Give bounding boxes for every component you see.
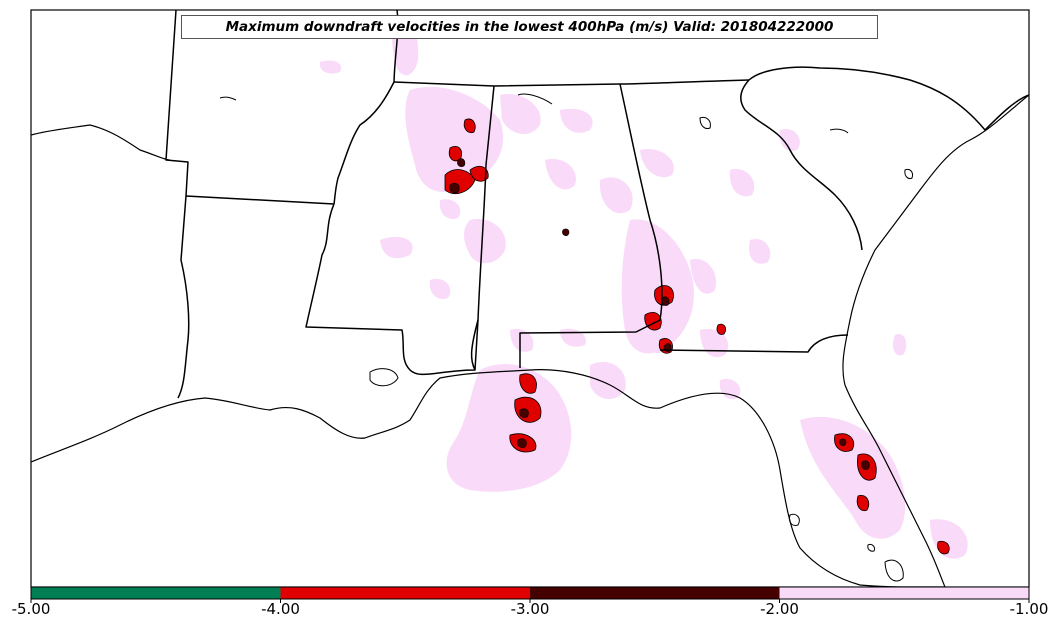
colorbar-tick-label-2: -3.00 xyxy=(510,600,550,618)
colorbar-tick-label-3: -2.00 xyxy=(760,600,799,618)
colorbar-segment-1 xyxy=(280,587,530,599)
colorbar-segment-0 xyxy=(31,587,281,599)
coastline xyxy=(31,94,1029,587)
colorbar-tick-label-1: -4.00 xyxy=(261,600,300,618)
map-area xyxy=(31,10,1029,587)
colorbar-tick-label-0: -5.00 xyxy=(11,600,51,618)
colorbar-segment-2 xyxy=(530,587,780,599)
colorbar-tick-label-4: -1.00 xyxy=(1009,600,1049,618)
map-title: Maximum downdraft velocities in the lowe… xyxy=(181,15,878,39)
colorbar xyxy=(30,586,1030,603)
downdraft-strong-cells xyxy=(449,158,870,470)
water-features xyxy=(219,93,913,582)
state-borders xyxy=(165,10,1029,399)
colorbar-segment-3 xyxy=(779,587,1029,599)
